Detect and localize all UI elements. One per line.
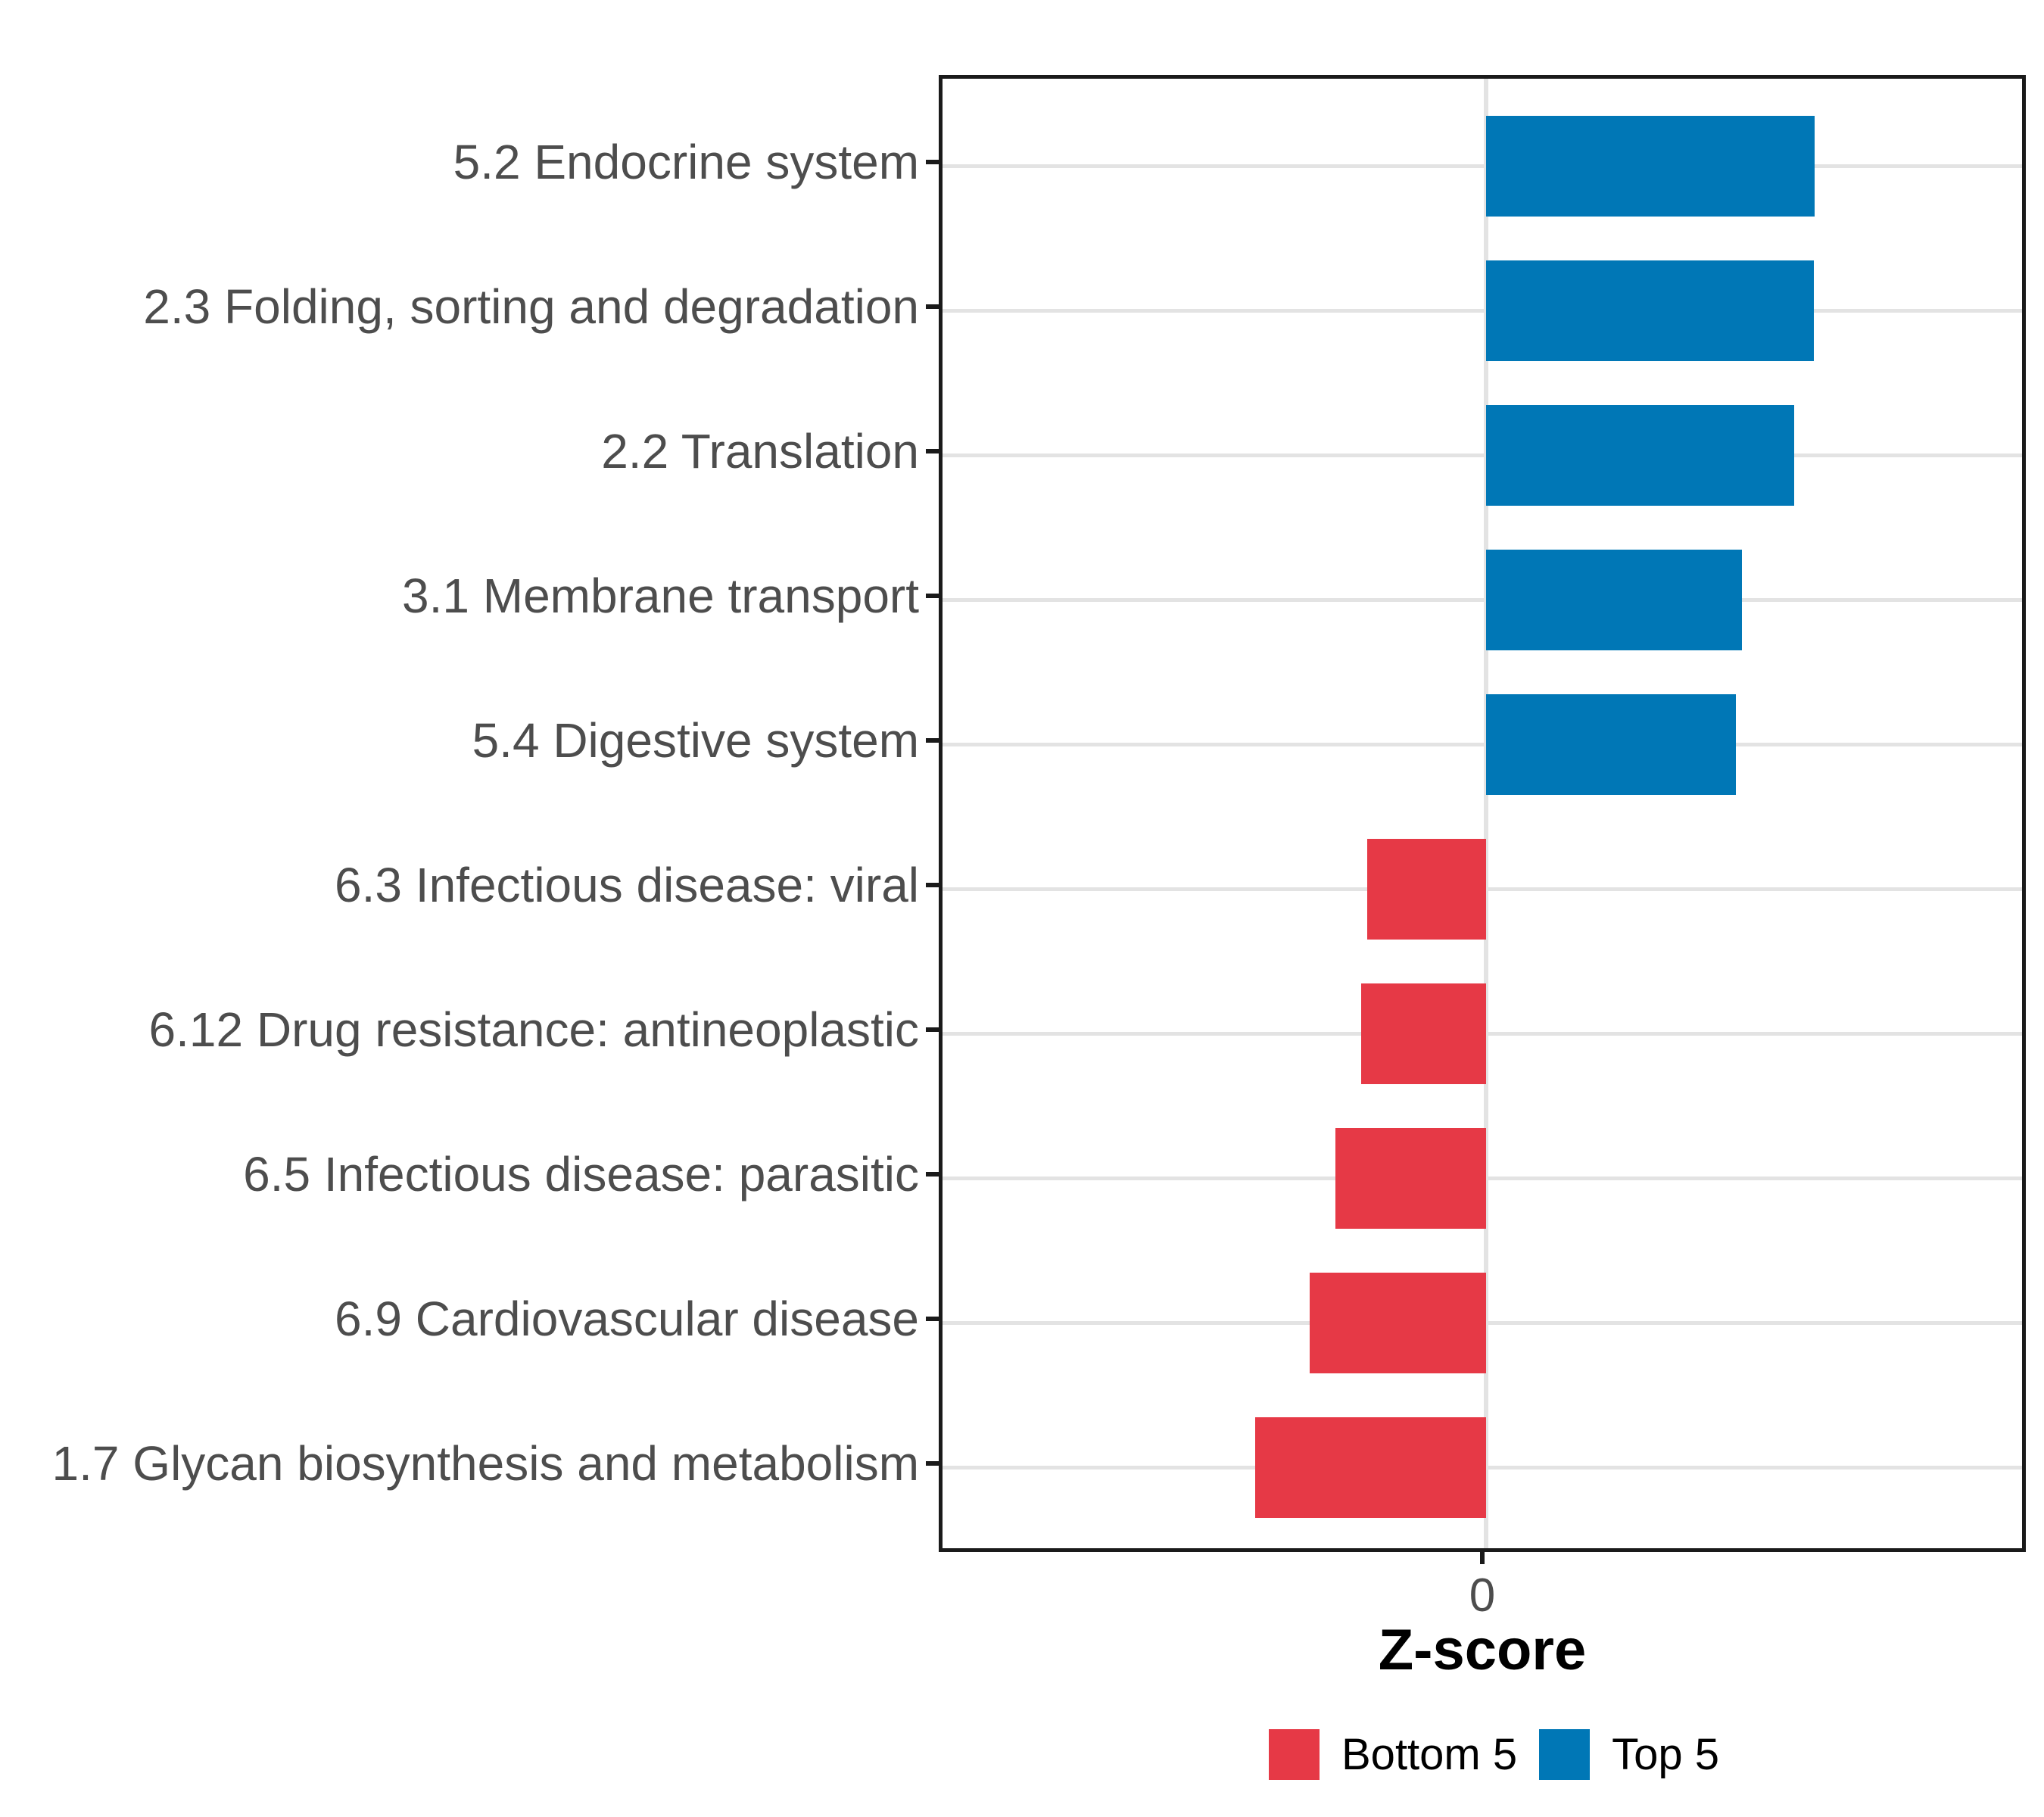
row-gridline [943, 453, 2022, 457]
y-axis-tick [926, 594, 939, 598]
bar-bottom5 [1360, 983, 1486, 1084]
row-gridline [943, 164, 2022, 168]
legend-key-swatch [1539, 1729, 1591, 1780]
y-axis-tick [926, 304, 939, 309]
legend-entry: Top 5 [1539, 1729, 1719, 1780]
bar-bottom5 [1254, 1417, 1486, 1518]
y-axis-tick [926, 1461, 939, 1466]
y-axis-tick [926, 160, 939, 164]
legend-entry: Bottom 5 [1269, 1729, 1517, 1780]
bar-top5 [1486, 693, 1737, 795]
row-gridline [943, 309, 2022, 313]
y-axis-label: 1.7 Glycan biosynthesis and metabolism [51, 1436, 919, 1491]
y-axis-label: 6.9 Cardiovascular disease [335, 1292, 919, 1346]
y-axis-label: 6.5 Infectious disease: parasitic [243, 1147, 919, 1201]
bar-top5 [1486, 549, 1743, 650]
bar-bottom5 [1366, 838, 1486, 940]
y-axis-tick [926, 1172, 939, 1177]
y-axis-tick [926, 1317, 939, 1321]
x-axis-tick-label-zero: 0 [1469, 1569, 1496, 1622]
legend-label: Top 5 [1612, 1730, 1720, 1779]
y-axis-label: 5.2 Endocrine system [453, 135, 919, 189]
row-gridline [943, 743, 2022, 746]
y-axis-tick [926, 449, 939, 453]
legend-key-swatch [1269, 1729, 1320, 1780]
y-axis-label: 5.4 Digestive system [472, 713, 919, 768]
plot-panel [939, 75, 2026, 1552]
x-axis-tick-zero [1480, 1551, 1485, 1564]
y-axis-tick [926, 1027, 939, 1032]
y-axis-label: 3.1 Membrane transport [402, 569, 919, 623]
y-axis-label: 2.3 Folding, sorting and degradation [143, 279, 919, 334]
y-axis-tick [926, 883, 939, 887]
y-axis-label: 2.2 Translation [601, 424, 919, 478]
y-axis-label: 6.12 Drug resistance: antineoplastic [148, 1002, 919, 1057]
legend-label: Bottom 5 [1341, 1730, 1518, 1779]
legend: Bottom 5 Top 5 [1269, 1729, 1719, 1780]
bar-top5 [1486, 260, 1814, 361]
y-axis-label: 6.3 Infectious disease: viral [335, 858, 919, 912]
bar-bottom5 [1309, 1272, 1486, 1373]
bar-top5 [1486, 404, 1795, 506]
bar-top5 [1486, 115, 1815, 217]
x-axis-title: Z-score [1378, 1618, 1587, 1682]
bar-bottom5 [1335, 1127, 1486, 1229]
zero-gridline [1484, 79, 1488, 1548]
row-gridline [943, 598, 2022, 602]
y-axis-tick [926, 738, 939, 743]
